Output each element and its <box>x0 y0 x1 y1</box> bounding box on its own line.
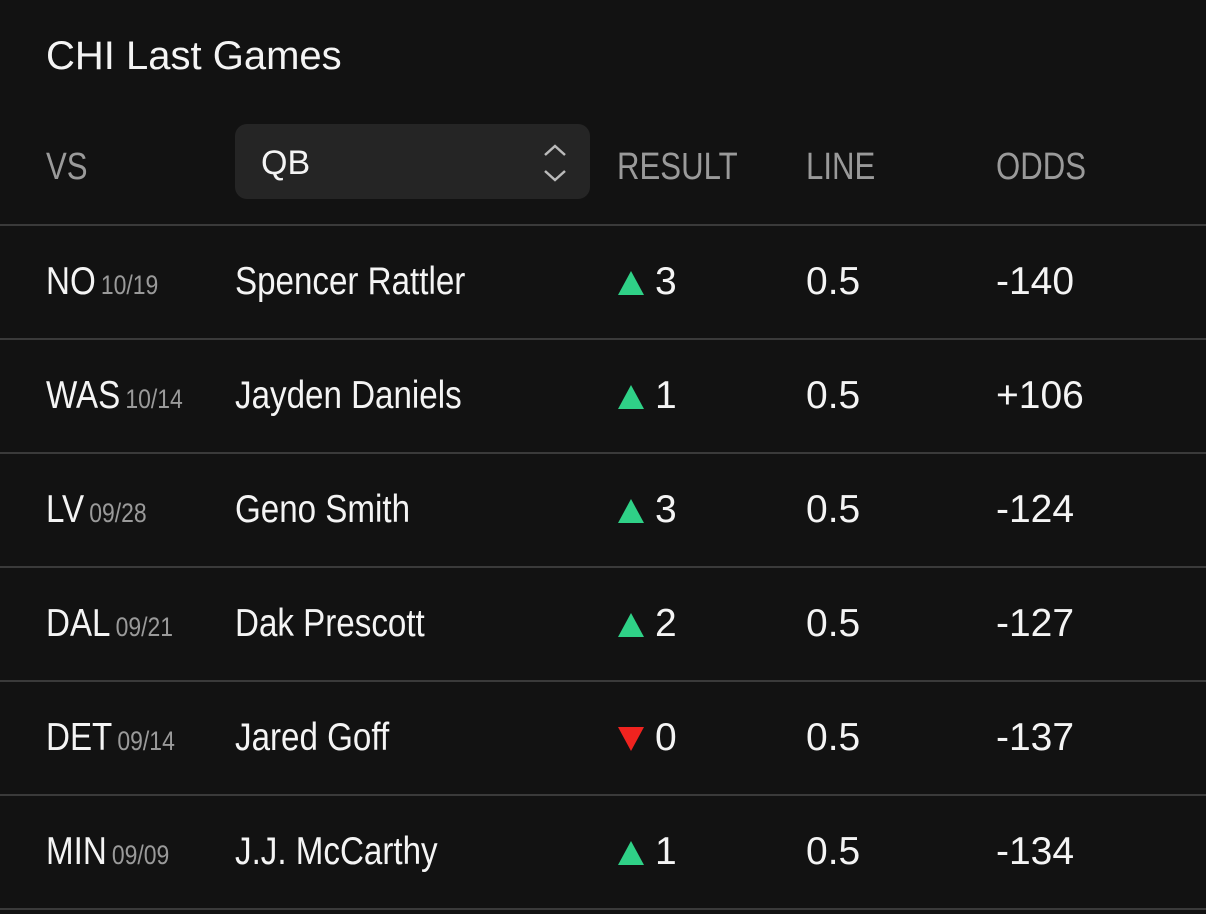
trend-arrow <box>618 271 644 295</box>
odds: -124 <box>996 488 1075 531</box>
line: 0.5 <box>806 716 861 759</box>
team: MIN <box>46 830 107 873</box>
trend-arrow <box>618 499 644 523</box>
player: Dak Prescott <box>235 602 425 645</box>
date: 10/19 <box>100 270 159 300</box>
chevrons <box>544 144 566 182</box>
vs-cell: DAL 09/21 <box>46 601 173 650</box>
date: 09/28 <box>89 498 147 528</box>
player: J.J. McCarthy <box>235 830 438 873</box>
odds: -140 <box>996 260 1075 303</box>
position-select[interactable]: QB <box>235 124 590 199</box>
result: 0 <box>655 716 677 759</box>
date: 09/14 <box>117 726 175 756</box>
separator <box>0 224 1206 226</box>
trend-arrow <box>618 727 644 751</box>
vs-cell: NO 10/19 <box>46 259 158 308</box>
header-vs: VS <box>46 146 88 188</box>
team: LV <box>46 488 85 531</box>
trend-icon <box>618 727 644 751</box>
odds: +106 <box>996 374 1084 417</box>
date: 09/09 <box>111 840 170 870</box>
vs-cell: MIN 09/09 <box>46 829 169 878</box>
trend-arrow <box>618 841 644 865</box>
line: 0.5 <box>806 374 861 417</box>
trend-icon <box>618 271 644 295</box>
result: 3 <box>655 260 677 303</box>
separator <box>0 452 1206 454</box>
player: Jared Goff <box>235 716 390 759</box>
header-line: LINE <box>806 146 876 188</box>
line: 0.5 <box>806 830 861 873</box>
result: 1 <box>655 830 677 873</box>
separator <box>0 338 1206 340</box>
title: CHI Last Games <box>46 34 342 78</box>
line: 0.5 <box>806 488 861 531</box>
team: WAS <box>46 374 121 417</box>
team: DAL <box>46 602 111 645</box>
odds: -134 <box>996 830 1075 873</box>
vs-cell: WAS 10/14 <box>46 373 183 422</box>
odds: -137 <box>996 716 1075 759</box>
vs-cell: DET 09/14 <box>46 715 175 764</box>
trend-icon <box>618 613 644 637</box>
odds: -127 <box>996 602 1075 645</box>
trend-icon <box>618 841 644 865</box>
separator <box>0 680 1206 682</box>
header-odds: ODDS <box>996 146 1087 188</box>
result: 2 <box>655 602 677 645</box>
separator <box>0 566 1206 568</box>
team: NO <box>46 260 96 303</box>
trend-icon <box>618 499 644 523</box>
player: Geno Smith <box>235 488 411 531</box>
separator <box>0 794 1206 796</box>
date: 10/14 <box>125 384 183 414</box>
trend-arrow <box>618 385 644 409</box>
result: 3 <box>655 488 677 531</box>
separator <box>0 908 1206 910</box>
player: Jayden Daniels <box>235 374 462 417</box>
player: Spencer Rattler <box>235 260 466 303</box>
trend-icon <box>618 385 644 409</box>
result: 1 <box>655 374 677 417</box>
line: 0.5 <box>806 260 861 303</box>
vs-cell: LV 09/28 <box>46 487 147 536</box>
header-result: RESULT <box>617 146 738 188</box>
team: DET <box>46 716 113 759</box>
line: 0.5 <box>806 602 861 645</box>
select-label: QB <box>261 144 311 182</box>
date: 09/21 <box>115 612 174 642</box>
trend-arrow <box>618 613 644 637</box>
